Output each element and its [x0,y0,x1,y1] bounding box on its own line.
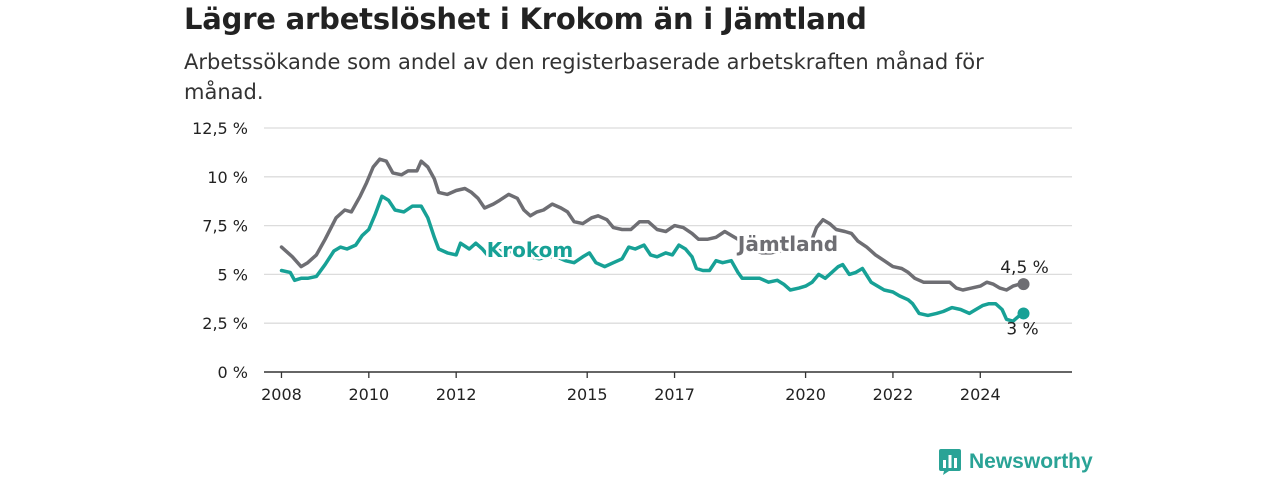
x-tick-label: 2012 [436,385,477,404]
chart-subtitle: Arbetssökande som andel av den registerb… [184,50,984,104]
brand-name: Newsworthy [969,450,1093,473]
end-value-label-jamtland: 4,5 % [1000,258,1049,278]
series-label-krokom: Krokom [487,238,573,262]
x-tick-label: 2015 [567,385,608,404]
x-tick-label: 2020 [785,385,826,404]
x-tick-label: 2010 [348,385,389,404]
y-tick-label: 5 % [218,265,248,284]
y-tick-label: 2,5 % [202,314,248,333]
end-point-jamtland [1017,278,1030,291]
end-point-krokom [1017,307,1030,320]
x-tick-label: 2008 [261,385,302,404]
y-tick-label: 10 % [207,168,248,187]
newsworthy-logo: Newsworthy [937,448,1093,476]
y-tick-label: 12,5 % [192,119,248,138]
x-tick-label: 2017 [654,385,695,404]
series-line-krokom [279,194,1026,323]
bar-chart-icon [939,449,961,475]
x-tick-label: 2024 [960,385,1001,404]
series-line-jamtland [279,157,1026,292]
series-label-jamtland: Jämtland [736,232,838,256]
y-tick-label: 0 % [218,363,248,382]
x-tick-label: 2022 [873,385,914,404]
chart-title: Lägre arbetslöshet i Krokom än i Jämtlan… [184,2,867,36]
y-tick-label: 7,5 % [202,217,248,236]
end-value-label-krokom: 3 % [1006,319,1038,339]
